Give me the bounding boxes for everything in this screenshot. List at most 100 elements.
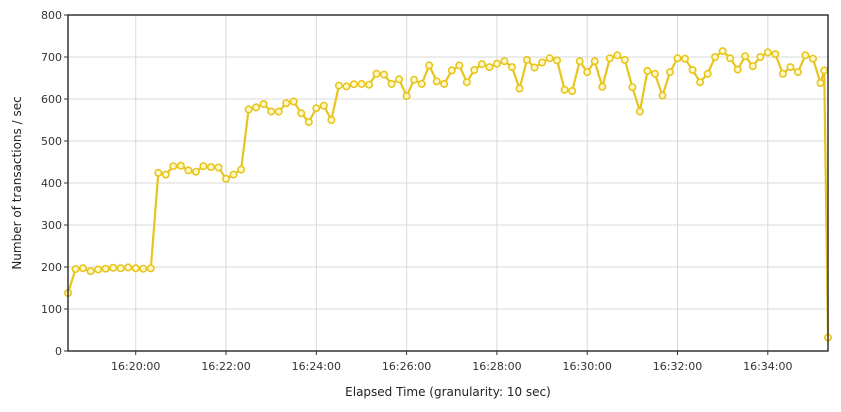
data-point [703,69,712,78]
data-point [598,82,607,91]
data-point [771,50,780,59]
y-tick-label: 700 [41,51,62,64]
data-point [161,170,170,179]
data-point [605,54,614,63]
data-point [282,99,291,108]
data-point [492,59,501,68]
y-tick-labels: 0 100 200 300 400 500 600 700 800 [41,9,62,358]
data-point [319,101,328,110]
data-point [440,79,449,88]
y-tick-label: 400 [41,177,62,190]
data-point [131,264,140,273]
data-point [553,56,562,65]
y-tick-label: 800 [41,9,62,22]
y-axis-title: Number of transactions / sec [10,96,24,269]
data-point [726,54,735,63]
data-point [146,264,155,273]
data-point [756,52,765,61]
data-point [410,75,419,84]
data-point [274,107,283,116]
data-point [191,167,200,176]
data-point [71,265,80,274]
x-tick-labels: 16:20:00 16:22:00 16:24:00 16:26:00 16:28:00… [111,360,792,373]
data-point [500,57,509,66]
x-tick-label: 16:30:00 [563,360,612,373]
data-point [252,103,261,112]
data-point [357,79,366,88]
data-point [109,263,118,272]
data-point [628,83,637,92]
x-tick-label: 16:20:00 [111,360,160,373]
data-point [575,57,584,66]
y-tick-label: 300 [41,219,62,232]
x-tick-label: 16:32:00 [653,360,702,373]
data-point [304,118,313,127]
data-point [379,70,388,79]
data-point [635,107,644,116]
data-point [711,52,720,61]
data-point [748,62,757,71]
y-tick-label: 0 [55,345,62,358]
data-point [477,60,486,69]
series-layer [64,47,832,342]
data-point [425,61,434,70]
data-point [462,78,471,87]
data-point [658,91,667,100]
data-point [229,170,238,179]
data-point [778,69,787,78]
grid-layer [64,14,828,355]
data-point [207,163,216,172]
data-point [342,82,351,91]
data-point [583,68,592,77]
data-point [560,85,569,94]
data-point [485,63,494,72]
data-point [538,58,547,67]
x-axis-title: Elapsed Time (granularity: 10 sec) [345,385,551,399]
data-point [244,105,253,114]
data-point [395,75,404,84]
data-point [590,57,599,66]
x-tick-label: 16:22:00 [201,360,250,373]
series-line [66,49,830,338]
x-tick-label: 16:24:00 [292,360,341,373]
data-point [763,48,772,57]
data-point [733,65,742,74]
data-point [741,52,750,61]
x-tick-label: 16:26:00 [382,360,431,373]
data-point [116,264,125,273]
data-point [94,265,103,274]
data-point [184,166,193,175]
data-point [124,263,133,272]
data-point [417,79,426,88]
data-point [447,66,456,75]
data-point [237,165,246,174]
data-point [613,51,622,60]
data-point [786,63,795,72]
data-point [267,107,276,116]
data-point [665,68,674,77]
data-point [214,163,223,172]
data-point [79,264,88,273]
data-point [718,47,727,56]
data-point [86,267,95,276]
y-tick-label: 100 [41,303,62,316]
data-point [696,78,705,87]
data-point [334,81,343,90]
plot-frame [67,14,829,352]
x-tick-label: 16:28:00 [472,360,521,373]
data-point [259,100,268,109]
data-point [455,61,464,70]
data-point [327,116,336,125]
data-point [312,104,321,113]
data-point [176,161,185,170]
data-point [349,80,358,89]
data-point [816,79,825,88]
data-point [297,109,306,118]
data-point [101,264,110,273]
data-point [515,84,524,93]
data-point [530,63,539,72]
data-point [568,87,577,96]
data-point [402,92,411,101]
